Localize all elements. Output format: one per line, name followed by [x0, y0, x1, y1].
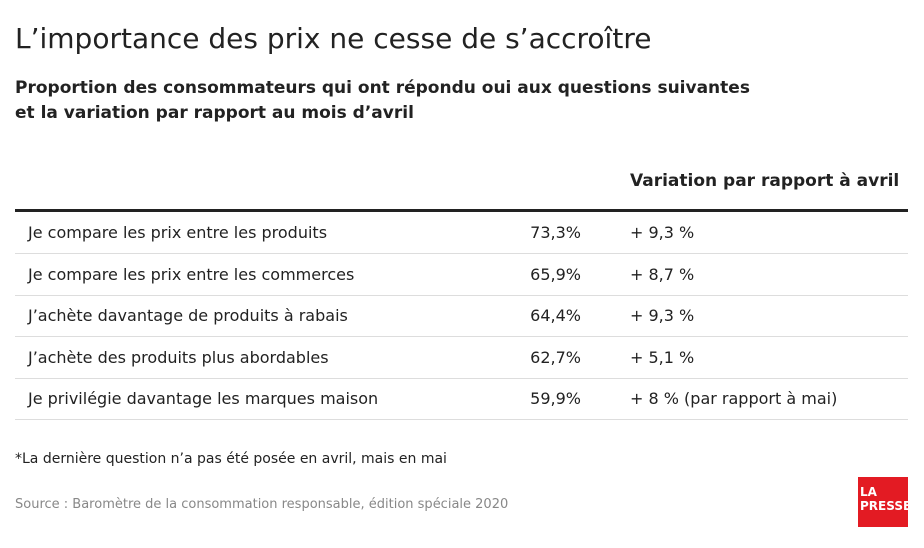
table-row: J’achète des produits plus abordables 62,… — [15, 337, 908, 379]
variation: + 9,3 % — [630, 306, 695, 325]
subtitle: et la variation par rapport au mois d’av… — [15, 103, 414, 123]
variation: + 8,7 % — [630, 264, 695, 284]
question: J’achète davantage de produits à rabais — [28, 306, 348, 325]
percentage: 62,7% — [530, 347, 581, 367]
question: Je privilégie davantage les marques mais… — [28, 389, 379, 408]
table-row: Je privilégie davantage les marques mais… — [15, 378, 908, 420]
logo-text: LA — [860, 485, 877, 499]
logo: LA PRESSE — [858, 477, 912, 527]
question: Je compare les prix entre les commerces — [28, 264, 355, 284]
question: Je compare les prix entre les produits — [28, 223, 328, 242]
column-header: Variation par rapport à avril — [630, 171, 900, 191]
table-row: Je compare les prix entre les commerces 6… — [15, 254, 908, 296]
table-row: J’achète davantage de produits à rabais 6… — [15, 295, 908, 337]
percentage: 59,9% — [530, 389, 581, 408]
percentage: 73,3% — [530, 223, 581, 242]
variation: + 9,3 % — [630, 223, 695, 242]
title: L’importance des prix ne cesse de s’accr… — [15, 22, 652, 55]
table-row: Je compare les prix entre les produits 73… — [15, 212, 908, 254]
variation: + 5,1 % — [630, 347, 695, 367]
footnote: *La dernière question n’a pas été posée … — [15, 451, 447, 467]
source: Source : Baromètre de la consommation re… — [15, 497, 509, 512]
header-rule — [15, 209, 908, 212]
percentage: 64,4% — [530, 306, 581, 325]
subtitle: Proportion des consommateurs qui ont rép… — [15, 78, 750, 98]
percentage: 65,9% — [530, 264, 581, 284]
variation: + 8 % (par rapport à mai) — [630, 389, 838, 408]
question: J’achète des produits plus abordables — [28, 347, 329, 367]
logo-text: PRESSE — [860, 499, 912, 513]
